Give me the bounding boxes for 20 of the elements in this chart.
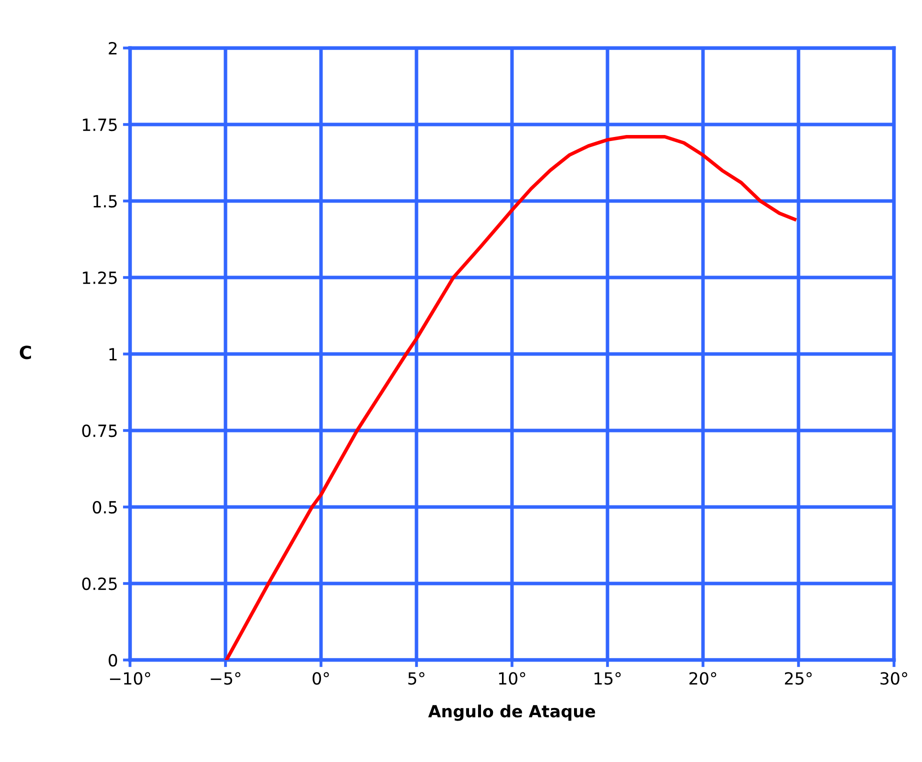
y-tick-label: 0 (108, 654, 118, 667)
y-tick-label: 0.25 (82, 577, 117, 590)
y-tick-label: 1.75 (82, 118, 117, 132)
y-tick-label: 1.25 (82, 271, 117, 284)
x-tick-label: 0° (312, 672, 329, 685)
x-tick-label: 30° (880, 672, 908, 685)
x-tick-label: 25° (784, 672, 812, 685)
x-tick-label: −10° (110, 672, 150, 685)
y-tick-label: 2 (108, 42, 117, 54)
y-tick-label: 0.75 (82, 424, 117, 438)
x-axis-title: Angulo de Ataque (428, 704, 596, 721)
x-tick-label: 5° (408, 672, 424, 685)
x-tick-label: 15° (594, 672, 621, 685)
x-tick-label: 20° (689, 672, 716, 685)
y-axis-title: C (20, 346, 31, 360)
y-tick-label: 1.5 (94, 195, 117, 208)
y-tick-label: 0.5 (92, 500, 117, 514)
y-tick-label: 1 (109, 348, 117, 360)
x-tick-label: −5° (210, 672, 240, 685)
x-tick-label: 10° (499, 672, 526, 685)
